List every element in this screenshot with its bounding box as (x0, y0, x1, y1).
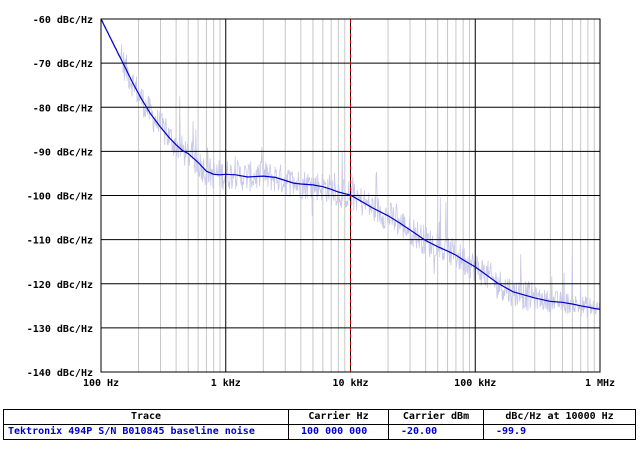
y-tick-label: -130 dBc/Hz (27, 324, 93, 335)
x-tick-label: 100 kHz (454, 378, 496, 389)
x-tick-label: 1 MHz (585, 378, 615, 389)
x-tick-label: 10 kHz (332, 378, 368, 389)
plot-frame (100, 18, 601, 373)
header-trace: Trace (3, 409, 289, 425)
y-tick-label: -90 dBc/Hz (33, 147, 93, 158)
phase-noise-chart: -60 dBc/Hz -70 dBc/Hz -80 dBc/Hz -90 dBc/Hz… (27, 15, 615, 389)
y-tick-label: -70 dBc/Hz (33, 59, 93, 70)
y-tick-label: -140 dBc/Hz (27, 368, 93, 379)
legend-row: Tektronix 494P S/N B010845 baseline nois… (3, 424, 636, 440)
y-tick-label: -80 dBc/Hz (33, 103, 93, 114)
y-tick-label: -60 dBc/Hz (33, 15, 93, 26)
x-tick-label: 1 kHz (211, 378, 241, 389)
x-tick-label: 100 Hz (83, 378, 119, 389)
carrier-hz-value: 100 000 000 (288, 424, 389, 440)
dbc-at-offset-value: -99.9 (483, 424, 636, 440)
x-axis-tick-labels: 100 Hz 1 kHz 10 kHz 100 kHz 1 MHz (83, 378, 615, 389)
y-tick-label: -100 dBc/Hz (27, 192, 93, 203)
header-carrier-hz: Carrier Hz (288, 409, 389, 425)
carrier-dbm-value: -20.00 (388, 424, 484, 440)
y-tick-label: -110 dBc/Hz (27, 236, 93, 247)
y-tick-label: -120 dBc/Hz (27, 280, 93, 291)
trace-name: Tektronix 494P S/N B010845 baseline nois… (3, 424, 289, 440)
y-axis-tick-labels: -60 dBc/Hz -70 dBc/Hz -80 dBc/Hz -90 dBc/Hz… (27, 15, 93, 379)
trace-line (100, 18, 601, 310)
trace-legend-table: Trace Carrier Hz Carrier dBm dBc/Hz at 1… (3, 409, 636, 440)
header-dbc-at-offset: dBc/Hz at 10000 Hz (483, 409, 636, 425)
smoothed-noise-trace (100, 18, 601, 310)
header-carrier-dbm: Carrier dBm (388, 409, 484, 425)
legend-header-row: Trace Carrier Hz Carrier dBm dBc/Hz at 1… (3, 409, 636, 425)
